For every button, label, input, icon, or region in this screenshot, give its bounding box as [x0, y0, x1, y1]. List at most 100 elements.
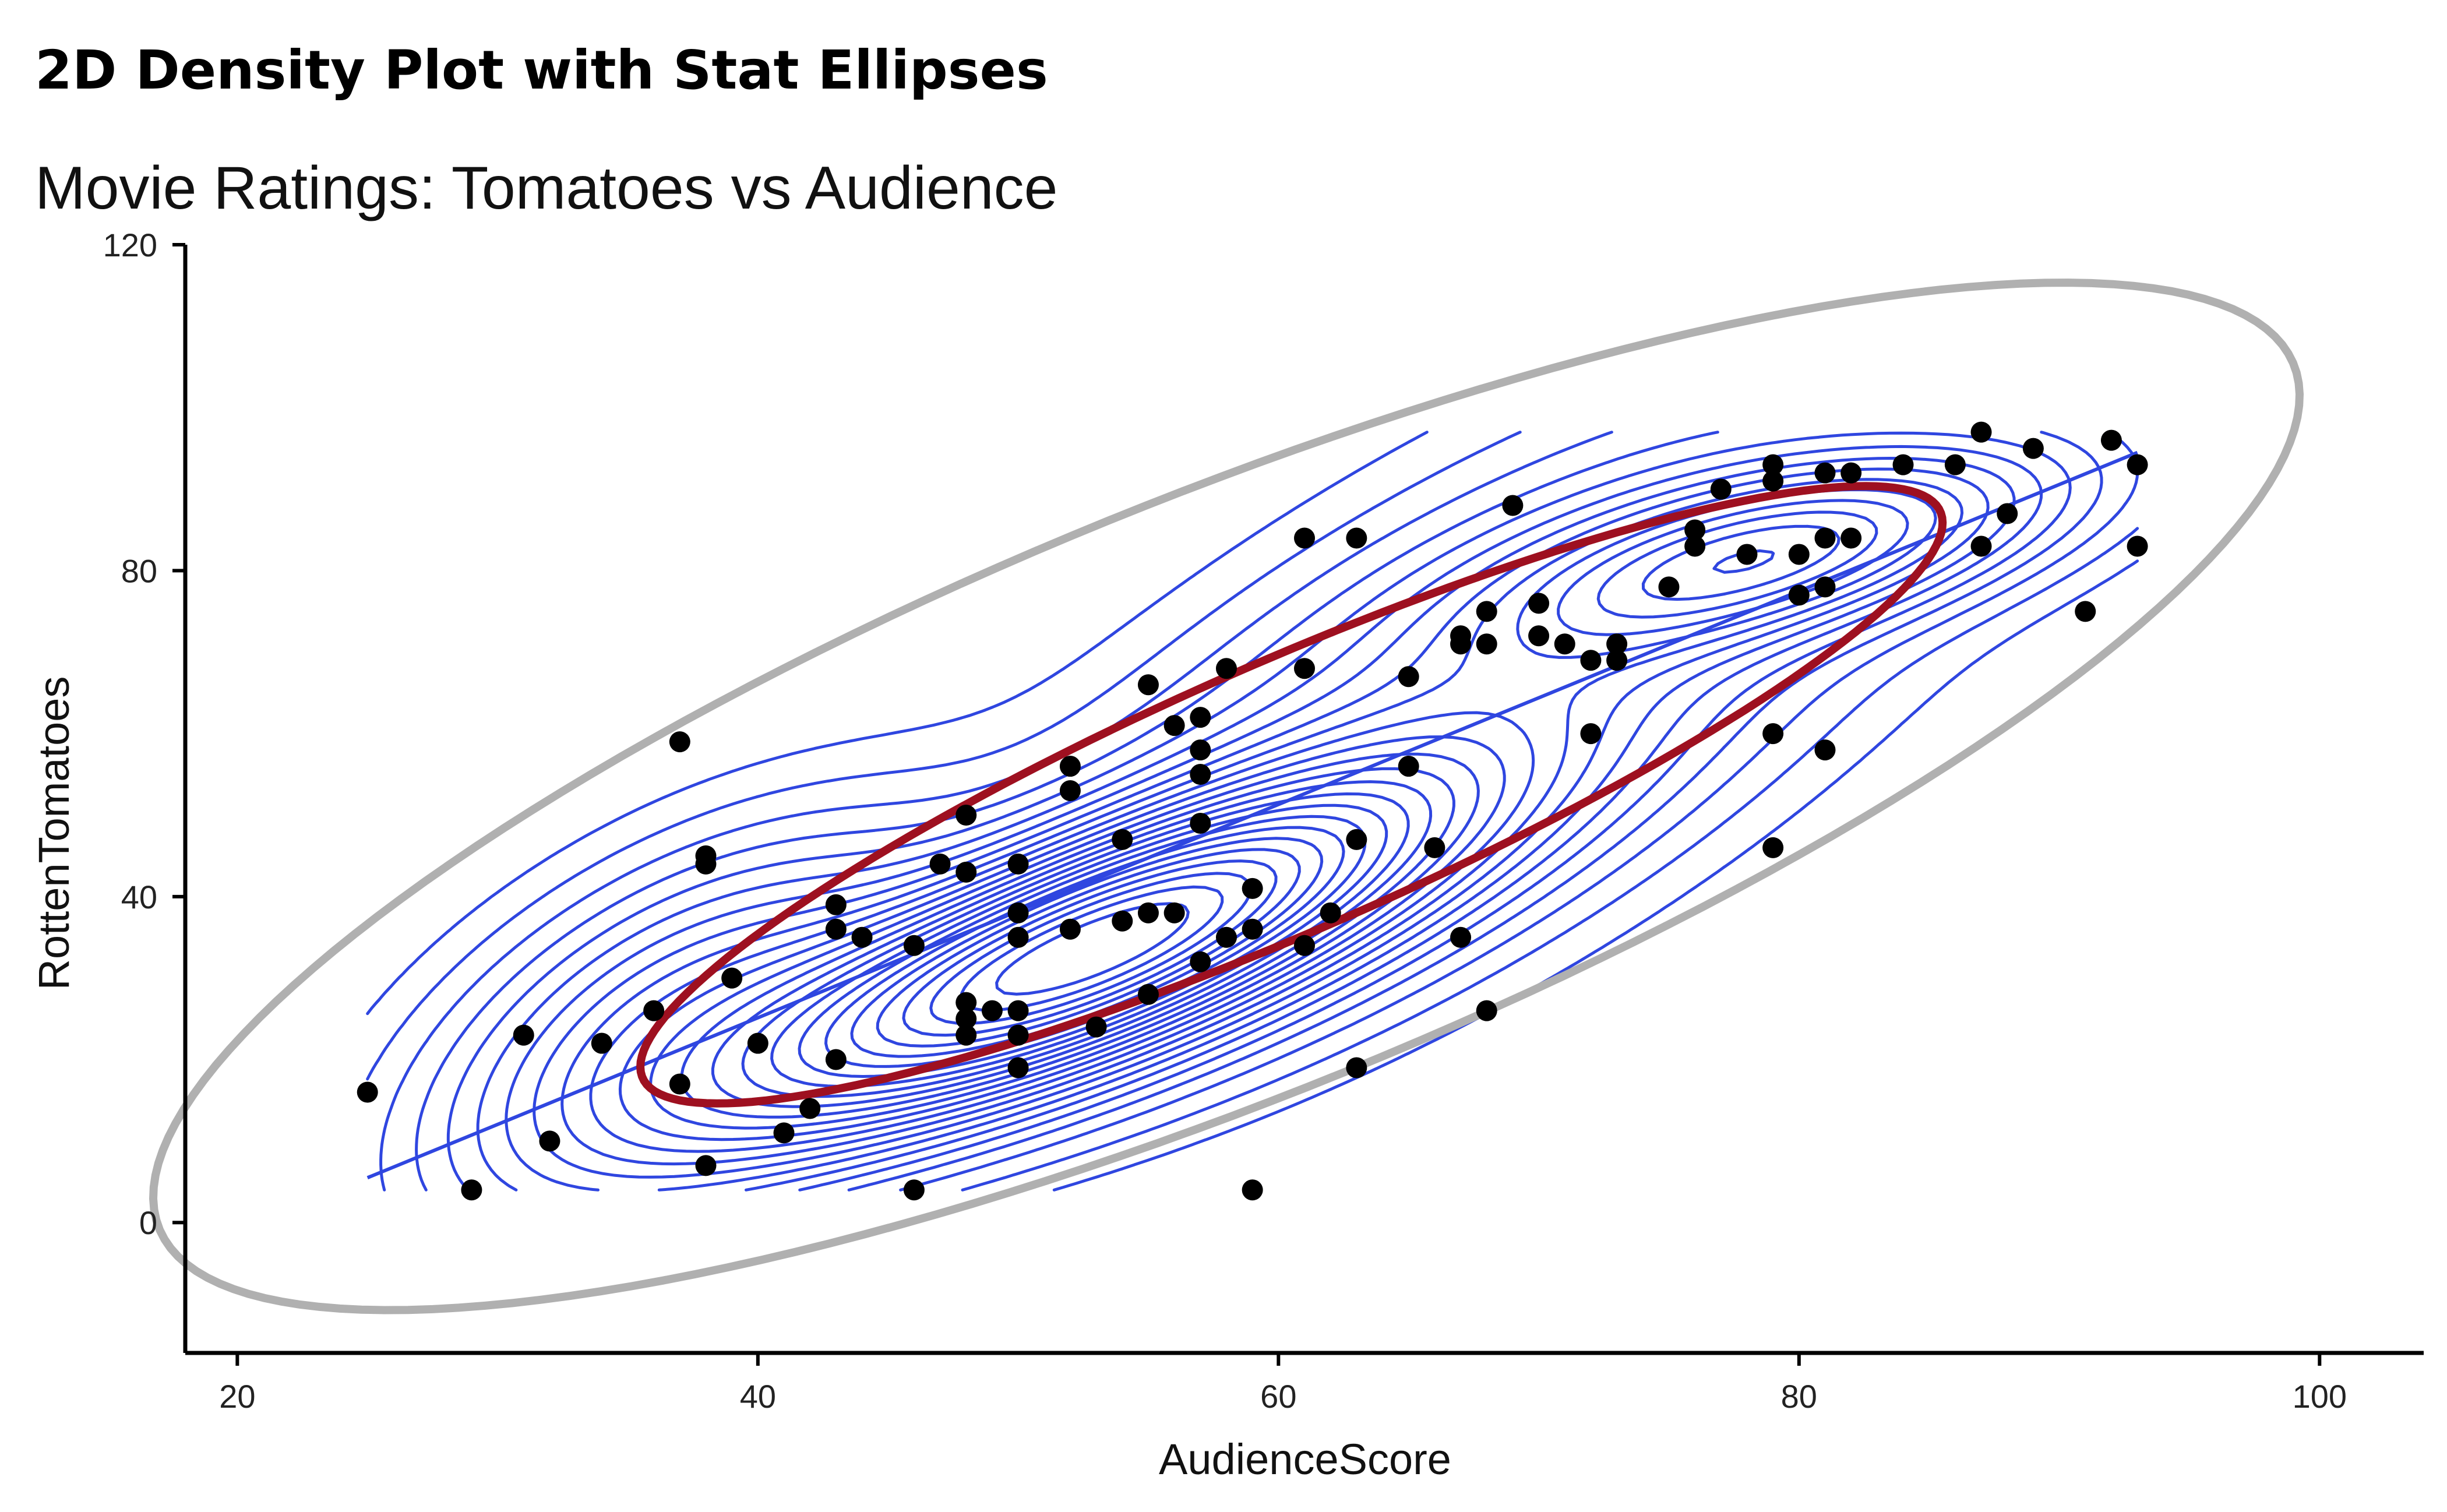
y-axis-title: RottenTomatoes: [30, 676, 78, 991]
data-point: [1190, 812, 1211, 834]
data-point: [1059, 780, 1081, 802]
data-point: [1476, 1000, 1497, 1021]
data-point: [1007, 853, 1029, 875]
data-point: [513, 1024, 534, 1046]
regression-line: [366, 450, 2138, 1180]
inner-ellipse: [636, 482, 1947, 1108]
data-point: [955, 1008, 977, 1030]
data-point: [1944, 454, 1966, 475]
data-point: [1294, 935, 1315, 956]
data-point: [1242, 1179, 1263, 1201]
scatter-points: [357, 421, 2148, 1201]
data-point: [1970, 535, 1992, 557]
data-point: [929, 853, 951, 875]
data-point: [1242, 877, 1263, 899]
data-point: [1554, 633, 1575, 655]
data-point: [1215, 926, 1237, 948]
data-point: [1580, 723, 1602, 745]
data-point: [1007, 902, 1029, 924]
data-point: [1163, 715, 1185, 736]
density-contour: [995, 902, 1190, 996]
y-tick-label: 0: [139, 1204, 157, 1241]
data-point: [1215, 658, 1237, 679]
data-point: [695, 853, 717, 875]
density-contour: [680, 524, 1840, 1119]
data-point: [955, 861, 977, 883]
data-point: [1502, 495, 1524, 516]
data-point: [1059, 918, 1081, 940]
data-point: [773, 1122, 795, 1144]
data-point: [1840, 462, 1862, 484]
data-point: [1190, 951, 1211, 972]
data-point: [1007, 1057, 1029, 1079]
density-contour: [379, 431, 2139, 1192]
data-point: [1788, 544, 1810, 565]
data-point: [1346, 527, 1367, 549]
data-point: [1450, 926, 1472, 948]
data-point: [903, 1179, 925, 1201]
y-axis-ticks: 0 40 80 120: [103, 227, 185, 1241]
y-tick-label: 40: [121, 879, 157, 915]
data-point: [903, 935, 925, 956]
data-point: [1762, 470, 1784, 492]
data-point: [799, 1098, 821, 1119]
data-point: [955, 1024, 977, 1046]
data-point: [539, 1130, 560, 1152]
data-point: [1294, 658, 1315, 679]
y-tick-label: 80: [121, 552, 157, 589]
data-point: [1085, 1016, 1107, 1038]
y-tick-label: 120: [103, 227, 157, 263]
x-tick-label: 60: [1260, 1378, 1296, 1415]
data-point: [643, 1000, 665, 1021]
data-point: [1606, 650, 1628, 671]
data-point: [1970, 421, 1992, 443]
data-point: [1710, 478, 1732, 500]
chart-title: 2D Density Plot with Stat Ellipses: [35, 39, 1048, 101]
outer-ellipse: [149, 279, 2304, 1314]
data-point: [1424, 837, 1445, 858]
data-point: [461, 1179, 482, 1201]
data-point: [2127, 454, 2148, 475]
x-tick-label: 80: [1781, 1378, 1817, 1415]
data-point: [1190, 764, 1211, 785]
data-point: [1137, 902, 1159, 924]
data-point: [1346, 829, 1367, 850]
data-point: [2100, 429, 2122, 451]
data-point: [721, 967, 743, 989]
data-point: [1007, 926, 1029, 948]
data-point: [2127, 535, 2148, 557]
density-contour: [415, 431, 2103, 1192]
x-tick-label: 100: [2293, 1378, 2347, 1415]
data-point: [1242, 918, 1263, 940]
data-point: [1814, 576, 1836, 598]
data-point: [825, 918, 847, 940]
data-point: [1137, 984, 1159, 1005]
data-point: [981, 1000, 1003, 1021]
data-point: [1528, 625, 1550, 647]
data-point: [1736, 544, 1758, 565]
density-contour: [505, 457, 2016, 1192]
data-point: [1007, 1000, 1029, 1021]
data-point: [1059, 756, 1081, 777]
x-axis-ticks: 20 40 60 80 100: [219, 1353, 2347, 1415]
data-point: [1476, 601, 1497, 622]
data-point: [1814, 462, 1836, 484]
data-point: [1398, 756, 1419, 777]
axes: 20 40 60 80 100 0 40 80 120: [103, 227, 2424, 1415]
data-point: [1840, 527, 1862, 549]
chart-subtitle: Movie Ratings: Tomatoes vs Audience: [35, 154, 1057, 222]
data-point: [1346, 1057, 1367, 1079]
data-point: [2022, 438, 2044, 459]
data-point: [1606, 633, 1628, 655]
data-point: [1684, 519, 1706, 541]
data-point: [1788, 584, 1810, 606]
data-point: [1163, 902, 1185, 924]
data-point: [669, 731, 690, 753]
x-tick-label: 40: [740, 1378, 776, 1415]
data-point: [1997, 503, 2018, 524]
data-point: [669, 1073, 690, 1095]
data-point: [1450, 633, 1472, 655]
data-point: [1398, 666, 1419, 688]
data-point: [1320, 902, 1341, 924]
data-point: [2075, 601, 2096, 622]
